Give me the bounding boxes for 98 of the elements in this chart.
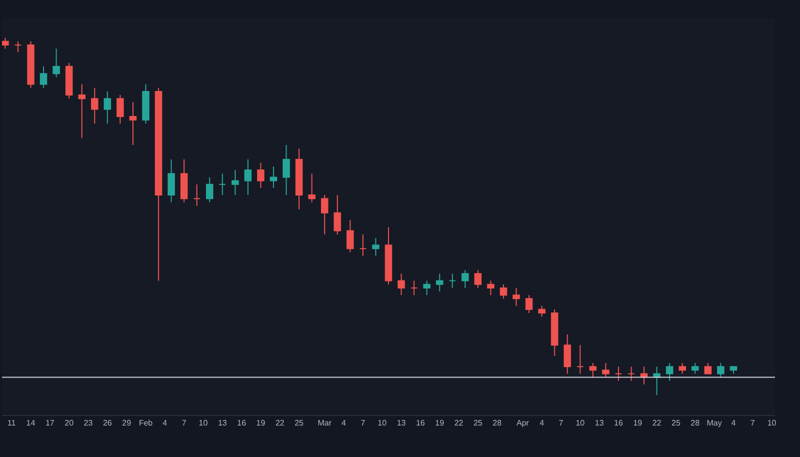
candlestick [628,366,635,382]
candlestick [27,40,34,88]
candlestick [717,362,724,378]
candlestick [398,273,405,296]
candlestick [270,166,278,188]
candlestick [564,334,572,374]
candlestick [436,273,444,292]
candlestick [104,90,112,124]
candlestick [244,158,252,196]
candlestick [512,287,520,306]
x-tick-label: 13 [218,418,228,428]
x-tick-label: 16 [614,418,624,428]
x-tick-label: 19 [435,418,445,428]
x-tick-label: 10 [767,418,777,428]
candlestick [730,366,738,374]
x-tick-label: 4 [731,418,736,428]
x-tick-label: May [706,418,722,428]
x-tick-label: 7 [558,418,564,428]
candlestick [295,148,303,210]
candlestick [525,294,533,314]
x-tick-label: 4 [162,418,168,428]
candlestick [678,362,686,374]
x-tick-label: 19 [633,418,643,428]
x-tick-label: 22 [454,418,464,428]
candlestick [448,273,456,288]
candlestick [232,170,239,196]
x-tick-label: 10 [378,418,388,428]
candlestick [65,62,73,100]
candlestick [614,366,622,382]
candlestick [320,194,328,235]
x-tick-label: 20 [64,418,74,428]
candlestick [257,162,264,188]
candlestick [78,84,86,138]
x-tick-label: 25 [672,418,681,428]
candlestick [334,194,342,235]
candlestick [346,220,354,253]
x-tick-label: 22 [652,418,662,428]
candlestick [218,173,226,196]
candlestick [359,234,367,256]
candlestick [487,280,494,296]
x-tick-label: 10 [198,418,208,428]
candlestick [129,102,137,146]
candlestick [116,94,124,124]
x-tick-label: 16 [237,418,247,428]
candlestick [193,184,200,206]
candlestick [500,284,508,300]
x-tick-label: 17 [45,418,55,428]
x-tick-label: 22 [275,418,285,428]
candlestick [692,362,699,374]
candlestick [91,87,98,124]
x-tick-label: 29 [122,418,132,428]
x-tick-label: 10 [576,418,586,428]
x-tick-label: 7 [750,418,756,428]
candlestick [704,362,712,374]
x-tick-label: 4 [540,418,545,428]
candlestick [206,176,214,203]
x-tick-label: 28 [690,418,700,428]
candlestick [410,280,418,296]
candlestick [423,280,430,296]
x-tick-label: Feb [138,418,154,428]
candlestick [653,366,660,396]
candlestick [282,144,290,196]
candlestick [384,226,392,285]
x-tick-label: Mar [318,418,332,428]
candlestick [538,305,546,318]
x-tick-label: 25 [294,418,304,428]
candlestick [474,270,482,288]
candlestick [40,66,48,88]
x-tick-label: 26 [102,418,112,428]
x-tick-label: 19 [256,418,266,428]
candlestick [2,37,9,50]
candlestick [52,48,60,78]
candlestick [640,366,648,385]
candlestick [602,362,610,378]
candlestick [180,158,188,203]
x-tick-label: 13 [396,418,406,428]
candlestick [168,158,175,203]
candlestick [14,40,22,53]
x-tick-label: 7 [360,418,366,428]
candlestick [462,270,469,288]
candlestick [308,173,316,203]
x-tick-label: 23 [84,418,94,428]
candlestick [154,87,162,282]
x-tick-label: 14 [26,418,36,428]
x-tick-label: 13 [594,418,604,428]
x-tick-label: Apr [516,418,530,428]
x-tick-label: 25 [473,418,483,428]
candlestick [666,362,674,382]
x-tick-label: 4 [342,418,347,428]
candlestick [372,237,380,256]
x-tick-label: 11 [7,418,16,428]
x-tick-label: 28 [492,418,502,428]
candlestick [576,344,584,374]
x-tick-label: 16 [416,418,426,428]
candlestick [550,308,558,356]
candlestick [589,362,597,378]
x-tick-label: 7 [182,418,187,428]
candlestick [142,84,150,124]
